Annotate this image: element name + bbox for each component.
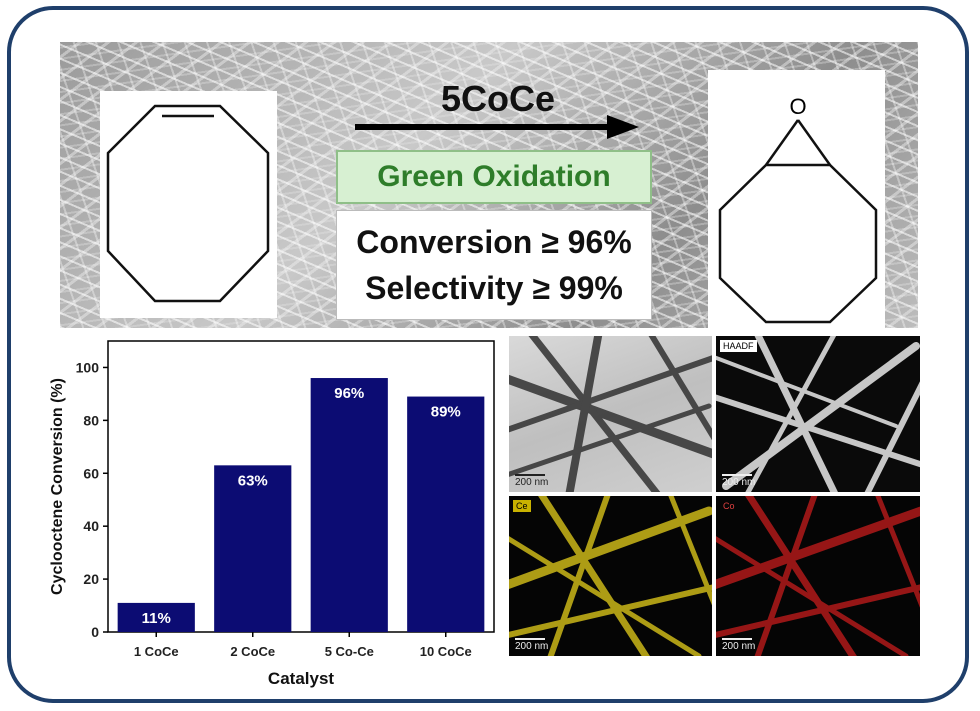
ce-scale-bar: 200 nm — [515, 638, 548, 652]
reaction-banner: 5CoCe Green Oxidation Conversion ≥ 96% S… — [60, 42, 918, 328]
reaction-arrow — [355, 115, 639, 139]
co-tag: Co — [723, 501, 735, 511]
y-tick-label: 60 — [83, 465, 99, 481]
bar-data-label: 96% — [334, 385, 364, 402]
y-tick-label: 20 — [83, 571, 99, 587]
tem-micrograph: 200 nm — [509, 336, 712, 492]
plot-frame — [107, 340, 495, 633]
x-tick-label: 1 CoCe — [134, 644, 179, 659]
cyclooctene-oxide-structure: O — [708, 70, 885, 328]
y-tick-label: 0 — [91, 624, 99, 640]
catalyst-label: 5CoCe — [440, 78, 556, 119]
conversion-bar-chart: 0 20 40 60 80 100 11% 1 CoCe 63% 2 CoCe 96% 5 Co-Ce… — [49, 340, 495, 688]
x-axis-title: Catalyst — [268, 669, 334, 688]
co-element-map: Co 200 nm — [716, 496, 920, 656]
bar-data-label: 63% — [238, 472, 268, 489]
cyclooctene-structure — [100, 91, 277, 318]
y-tick-label: 40 — [83, 518, 99, 534]
results-box: Conversion ≥ 96% Selectivity ≥ 99% — [336, 210, 652, 320]
green-oxidation-label: Green Oxidation — [377, 160, 611, 193]
bar — [214, 465, 292, 632]
haadf-micrograph: HAADF 200 nm — [716, 336, 920, 492]
y-axis-title: Cyclooctene Conversion (%) — [49, 378, 66, 595]
green-oxidation-box: Green Oxidation — [336, 150, 652, 204]
x-tick-label: 5 Co-Ce — [325, 644, 374, 659]
y-tick-label: 80 — [83, 412, 99, 428]
oxygen-label: O — [789, 94, 806, 119]
ce-element-map: Ce 200 nm — [509, 496, 712, 656]
tem-scale-bar: 200 nm — [515, 474, 548, 488]
ce-tag: Ce — [513, 500, 531, 512]
y-tick-label: 100 — [76, 359, 100, 375]
bar — [407, 396, 485, 632]
x-tick-label: 2 CoCe — [230, 644, 275, 659]
co-scale-bar: 200 nm — [722, 638, 755, 652]
bar — [310, 378, 388, 632]
conversion-text: Conversion ≥ 96% — [356, 224, 632, 260]
bar-data-label: 89% — [431, 404, 461, 421]
haadf-scale-bar: 200 nm — [722, 474, 755, 488]
bar — [117, 602, 195, 632]
bar-data-label: 11% — [142, 610, 171, 627]
selectivity-text: Selectivity ≥ 99% — [365, 270, 623, 306]
x-tick-label: 10 CoCe — [420, 644, 472, 659]
haadf-tag: HAADF — [720, 340, 757, 352]
